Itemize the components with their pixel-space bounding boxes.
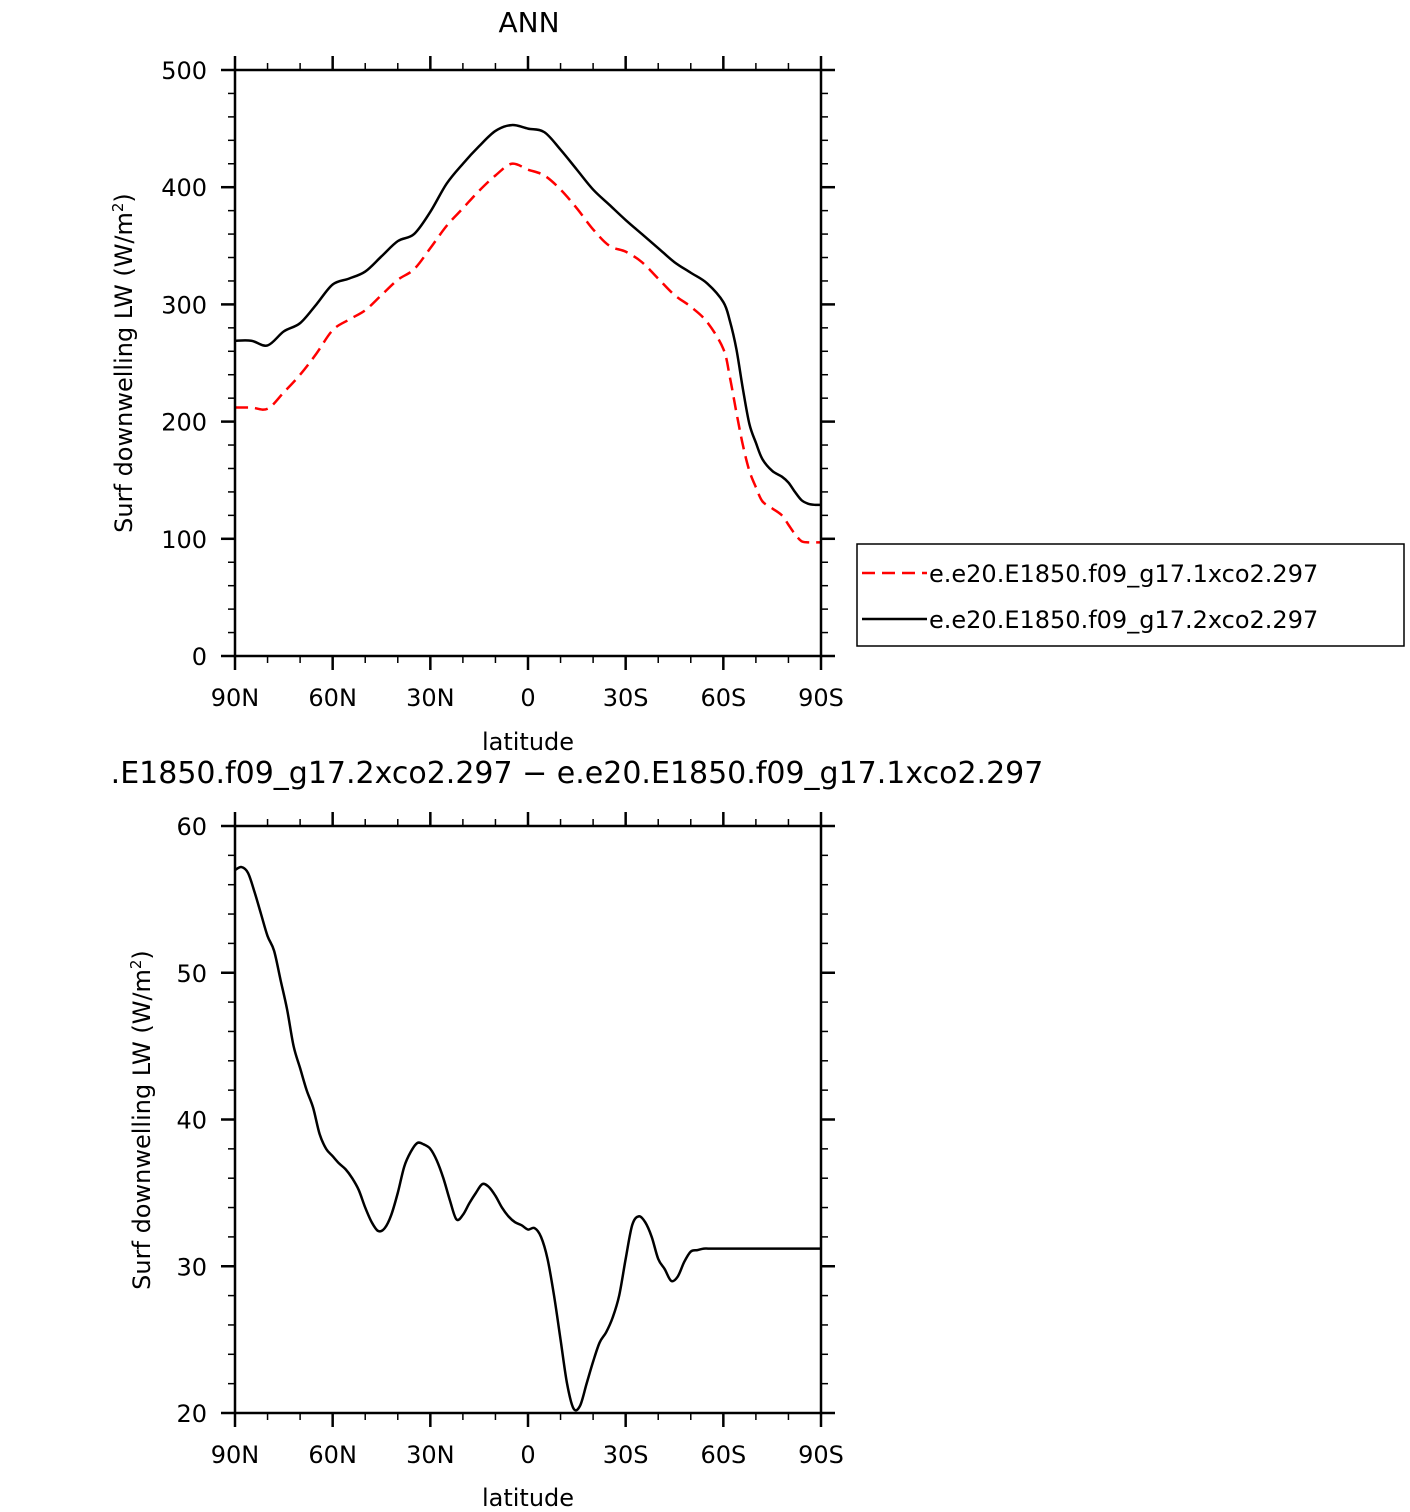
- series-line: [234, 162, 821, 544]
- top-panel-xlabel: latitude: [482, 728, 574, 756]
- y-tick-label: 40: [176, 1107, 207, 1135]
- top-plot-frame: [233, 68, 823, 658]
- bottom-ylabel-sup: 2: [127, 960, 145, 970]
- x-tick-label: 60N: [308, 684, 357, 712]
- bottom-ylabel-main: Surf downwelling LW (W/m: [128, 969, 156, 1290]
- y-tick-label: 50: [176, 960, 207, 988]
- x-tick-label: 30S: [603, 684, 649, 712]
- legend-box: [856, 543, 1405, 647]
- series-line: [234, 123, 822, 507]
- x-tick-label: 60S: [700, 1441, 746, 1469]
- top-panel: ANN 90N 60N 30N 0 30S 60S 90S 0 100 200 300 400 500…: [109, 6, 1405, 756]
- y-tick-label: 0: [192, 643, 207, 671]
- y-tick-label: 100: [161, 526, 207, 554]
- series-line: [234, 865, 821, 1412]
- legend-label-2xco2: e.e20.E1850.f09_g17.2xco2.297: [929, 606, 1318, 634]
- y-tick-label: 400: [161, 174, 207, 202]
- legend-label-1xco2: e.e20.E1850.f09_g17.1xco2.297: [929, 560, 1318, 588]
- y-tick-label: 30: [176, 1253, 207, 1281]
- y-tick-label: 500: [161, 57, 207, 85]
- bottom-panel-ylabel: Surf downwelling LW (W/m2): [127, 950, 156, 1290]
- bottom-plot-frame: [233, 824, 823, 1415]
- top-ylabel-close: ): [110, 193, 138, 202]
- top-ylabel-sup: 2: [109, 203, 127, 213]
- top-ylabel-main: Surf downwelling LW (W/m: [110, 212, 138, 533]
- x-tick-label: 0: [520, 1441, 535, 1469]
- y-tick-label: 200: [161, 409, 207, 437]
- x-tick-label: 30N: [406, 684, 455, 712]
- bottom-panel-title: .E1850.f09_g17.2xco2.297 − e.e20.E1850.f…: [111, 756, 1044, 791]
- x-tick-label: 30S: [603, 1441, 649, 1469]
- x-tick-label: 90S: [798, 1441, 844, 1469]
- y-tick-label: 60: [176, 813, 207, 841]
- x-tick-label: 90N: [211, 1441, 260, 1469]
- x-tick-label: 90N: [211, 684, 260, 712]
- top-panel-title: ANN: [498, 6, 559, 39]
- legend: e.e20.E1850.f09_g17.1xco2.297 e.e20.E185…: [856, 543, 1405, 647]
- x-tick-label: 60N: [308, 1441, 357, 1469]
- y-tick-label: 300: [161, 291, 207, 319]
- y-tick-label: 20: [176, 1400, 207, 1428]
- x-tick-label: 30N: [406, 1441, 455, 1469]
- bottom-panel: .E1850.f09_g17.2xco2.297 − e.e20.E1850.f…: [111, 756, 1044, 1512]
- x-tick-label: 60S: [700, 684, 746, 712]
- x-tick-label: 90S: [798, 684, 844, 712]
- top-panel-ylabel: Surf downwelling LW (W/m2): [109, 193, 138, 533]
- x-tick-label: 0: [520, 684, 535, 712]
- bottom-panel-xlabel: latitude: [482, 1484, 574, 1512]
- bottom-ylabel-close: ): [128, 950, 156, 959]
